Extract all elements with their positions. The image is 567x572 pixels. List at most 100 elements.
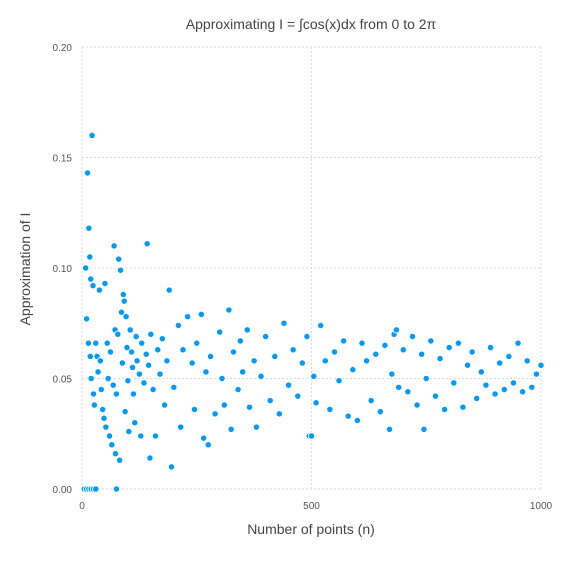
data-point-94: [220, 401, 228, 409]
data-point-19: [90, 401, 99, 409]
data-point-114: [298, 359, 306, 367]
data-point-134: [381, 341, 389, 349]
data-point-110: [280, 319, 288, 327]
data-point-54: [127, 348, 136, 356]
data-point-61: [137, 432, 145, 440]
data-point-141: [404, 388, 412, 396]
data-point-31: [104, 374, 112, 383]
data-point-64: [142, 350, 150, 358]
data-point-68: [147, 330, 155, 338]
data-point-56: [129, 390, 138, 398]
data-point-152: [450, 379, 458, 387]
data-point-138: [392, 326, 401, 334]
data-point-124: [335, 377, 343, 385]
data-point-98: [234, 385, 242, 394]
data-point-112: [289, 346, 297, 354]
data-point-53: [126, 326, 134, 334]
data-point-119: [312, 399, 320, 407]
data-point-107: [266, 396, 274, 405]
data-point-86: [197, 310, 205, 319]
data-point-135: [385, 425, 394, 433]
data-point-20: [92, 339, 100, 347]
data-point-92: [216, 328, 224, 336]
data-point-73: [158, 335, 166, 343]
data-point-29: [102, 423, 110, 431]
data-point-163: [500, 385, 508, 394]
data-point-71: [154, 346, 162, 354]
data-point-93: [218, 374, 226, 383]
data-point-150: [440, 405, 449, 414]
data-point-74: [160, 401, 169, 409]
data-point-131: [367, 396, 375, 405]
y-tick-label-3: 0.15: [53, 154, 73, 165]
data-point-128: [353, 416, 362, 425]
data-point-117: [307, 432, 316, 440]
data-point-153: [454, 339, 463, 347]
data-point-127: [349, 366, 357, 374]
data-point-91: [211, 410, 219, 418]
x-axis-title: Number of points (n): [247, 521, 375, 537]
data-point-111: [284, 381, 293, 389]
data-point-35: [109, 381, 117, 389]
data-point-115: [303, 332, 311, 341]
data-point-95: [225, 306, 233, 314]
data-point-81: [179, 346, 187, 354]
data-point-67: [146, 454, 154, 462]
data-point-69: [149, 385, 157, 394]
data-point-18: [89, 390, 98, 398]
data-point-27: [100, 414, 108, 422]
data-point-108: [271, 352, 279, 361]
data-point-76: [165, 286, 173, 294]
data-point-15: [84, 339, 93, 347]
data-point-50: [123, 343, 131, 352]
axis-layer: 0 500 1000 0.00 0.05 0.10 0.15 0.20: [53, 43, 553, 512]
data-point-143: [413, 401, 421, 409]
data-point-45: [118, 359, 127, 367]
data-point-49: [122, 312, 130, 321]
data-point-44: [117, 308, 126, 316]
data-point-101: [243, 326, 251, 334]
data-point-158: [477, 368, 485, 376]
data-point-65: [143, 240, 151, 248]
data-point-148: [431, 392, 440, 400]
data-point-156: [468, 348, 476, 356]
data-point-80: [177, 423, 185, 431]
data-point-87: [199, 434, 208, 442]
data-point-5: [92, 485, 100, 493]
y-axis-title: Approximation of I: [17, 213, 33, 326]
chart-title: Approximating I = ∫cos(x)dx from 0 to 2π: [186, 16, 437, 32]
data-point-11: [87, 275, 95, 283]
data-point-166: [514, 339, 522, 347]
data-point-126: [344, 412, 352, 420]
data-point-55: [128, 363, 137, 372]
data-point-7: [82, 264, 90, 272]
data-point-145: [420, 425, 428, 433]
data-point-146: [422, 374, 430, 383]
data-point-120: [317, 321, 325, 330]
data-point-26: [99, 405, 107, 414]
data-point-51: [124, 377, 132, 385]
data-point-84: [190, 405, 199, 414]
data-point-30: [103, 339, 111, 347]
data-point-147: [427, 337, 435, 345]
data-point-122: [326, 405, 334, 414]
data-point-63: [140, 379, 148, 387]
data-point-162: [496, 359, 504, 367]
data-point-48: [121, 407, 129, 416]
data-point-41: [115, 255, 123, 263]
data-point-8: [83, 169, 92, 177]
data-point-165: [509, 379, 518, 387]
data-point-167: [518, 388, 527, 396]
data-point-34: [108, 441, 116, 449]
data-point-113: [294, 392, 302, 400]
data-point-151: [445, 343, 453, 352]
data-point-17: [87, 374, 95, 383]
data-point-133: [376, 407, 384, 416]
data-point-62: [138, 339, 146, 347]
data-point-52: [125, 427, 133, 436]
data-point-170: [532, 370, 541, 378]
data-point-144: [418, 350, 426, 358]
data-point-97: [229, 348, 238, 356]
data-point-109: [275, 410, 284, 418]
